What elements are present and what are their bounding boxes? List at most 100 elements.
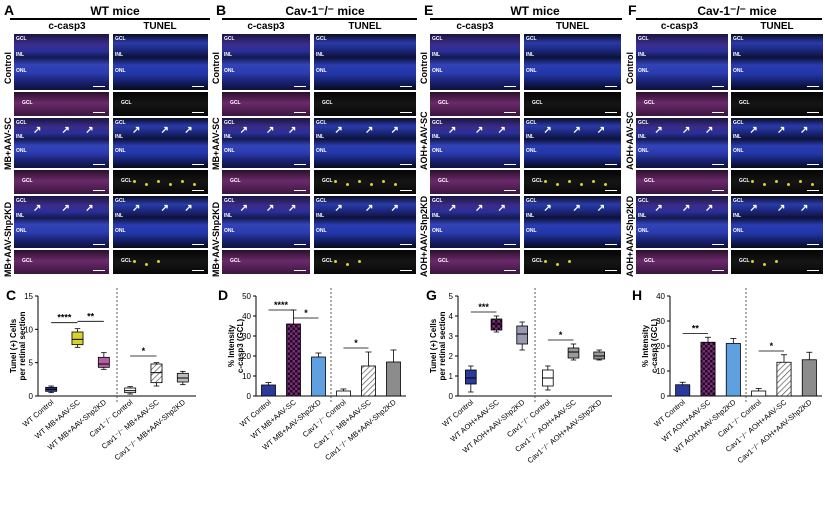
layer-label-inl: INL bbox=[16, 212, 25, 219]
panel-title-f: Cav-1⁻/⁻ mice bbox=[697, 4, 777, 18]
scale-bar bbox=[504, 85, 516, 87]
tunel-positive-dot bbox=[193, 183, 196, 186]
significance-label: **** bbox=[274, 300, 289, 310]
gcl-inset-image: GCL bbox=[314, 92, 416, 116]
tunel-positive-dot bbox=[751, 180, 754, 183]
scale-bar bbox=[807, 269, 819, 271]
box bbox=[516, 325, 528, 345]
scale-bar bbox=[93, 269, 105, 271]
arrow-icon: ↗ bbox=[33, 125, 42, 136]
scale-bar bbox=[93, 111, 105, 113]
y-tick-label: 40 bbox=[656, 292, 665, 301]
tunel-positive-dot bbox=[775, 180, 778, 183]
column-header-tunel: TUNEL bbox=[143, 21, 177, 32]
panel-label-e: E bbox=[424, 2, 434, 18]
retina-section-image: GCL INL ONL ↗ ↗ ↗ bbox=[636, 196, 728, 248]
title-underline bbox=[10, 18, 210, 20]
significance-label: * bbox=[304, 308, 308, 318]
arrow-icon: ↗ bbox=[596, 203, 606, 214]
arrow-icon: ↗ bbox=[654, 203, 663, 214]
layer-label-onl: ONL bbox=[16, 68, 27, 74]
layer-label-onl: ONL bbox=[432, 68, 443, 74]
layer-label-inl: INL bbox=[224, 52, 233, 58]
panel-label-b: B bbox=[216, 2, 227, 18]
layer-label-inl: INL bbox=[115, 212, 124, 219]
layer-label-gcl: GCL bbox=[733, 119, 744, 126]
layer-label-gcl: GCL bbox=[532, 258, 543, 264]
scale-bar bbox=[192, 85, 204, 87]
layer-label-gcl: GCL bbox=[644, 100, 655, 106]
arrow-icon: ↗ bbox=[543, 203, 552, 214]
gcl-inset-image: GCL bbox=[430, 170, 520, 194]
gcl-inset-image: GCL bbox=[731, 92, 823, 116]
title-underline bbox=[430, 18, 622, 20]
layer-label-gcl: GCL bbox=[432, 36, 443, 42]
layer-label-inl: INL bbox=[316, 134, 325, 141]
arrow-icon: ↗ bbox=[61, 203, 70, 214]
scale-bar bbox=[192, 269, 204, 271]
arrow-icon: ↗ bbox=[239, 125, 248, 136]
layer-label-onl: ONL bbox=[638, 68, 649, 74]
arrow-icon: ↗ bbox=[160, 203, 169, 214]
scale-bar bbox=[93, 85, 105, 87]
tunel-positive-dot bbox=[544, 260, 547, 263]
arrow-icon: ↗ bbox=[475, 125, 484, 136]
y-tick-label: 30 bbox=[242, 332, 251, 341]
tunel-positive-dot bbox=[358, 180, 361, 183]
scale-bar bbox=[807, 243, 819, 245]
layer-label-inl: INL bbox=[638, 52, 647, 58]
y-tick-label: 4 bbox=[449, 312, 454, 321]
arrow-icon: ↗ bbox=[448, 203, 457, 214]
arrow-icon: ↗ bbox=[543, 125, 552, 136]
arrow-icon: ↗ bbox=[334, 203, 343, 214]
tunel-positive-dot bbox=[370, 183, 373, 186]
panel-title-e: WT mice bbox=[510, 4, 560, 18]
scale-bar bbox=[504, 269, 516, 271]
layer-label-onl: ONL bbox=[316, 227, 327, 234]
column-header-tunel: TUNEL bbox=[760, 21, 794, 32]
gcl-inset-image: GCL bbox=[113, 170, 208, 194]
layer-label-onl: ONL bbox=[733, 227, 744, 234]
retina-section-image: GCL INL ONL ↗ ↗ ↗ bbox=[14, 118, 109, 168]
y-axis-label: per retinal section bbox=[438, 311, 447, 380]
column-header-tunel: TUNEL bbox=[555, 21, 590, 32]
tunel-positive-dot bbox=[334, 180, 337, 183]
tunel-positive-dot bbox=[763, 263, 766, 266]
retina-section-image: GCL INL ONL ↗ ↗ ↗ bbox=[430, 196, 520, 248]
scale-bar bbox=[605, 163, 617, 165]
retina-section-image: GCL INL ONL ↗ ↗ ↗ bbox=[524, 196, 621, 248]
layer-label-inl: INL bbox=[432, 134, 441, 141]
tunel-positive-dot bbox=[763, 183, 766, 186]
y-tick-label: 1 bbox=[449, 372, 454, 381]
arrow-icon: ↗ bbox=[390, 203, 399, 214]
scale-bar bbox=[807, 189, 819, 191]
tunel-positive-dot bbox=[394, 183, 397, 186]
scale-bar bbox=[400, 163, 412, 165]
gcl-inset-image: GCL bbox=[430, 92, 520, 116]
scale-bar bbox=[712, 85, 724, 87]
arrow-icon: ↗ bbox=[266, 125, 275, 136]
layer-label-inl: INL bbox=[16, 134, 25, 141]
significance-label: * bbox=[142, 346, 146, 356]
y-axis-label: Tunel (+) Cells bbox=[9, 318, 18, 373]
layer-label-gcl: GCL bbox=[224, 36, 235, 42]
gcl-inset-image: GCL bbox=[524, 250, 621, 274]
bar bbox=[261, 384, 276, 397]
retina-section-image: GCL INL ONL bbox=[430, 34, 520, 90]
layer-label-onl: ONL bbox=[16, 148, 27, 155]
y-tick-label: 5 bbox=[449, 292, 454, 301]
scale-bar bbox=[605, 189, 617, 191]
layer-label-onl: ONL bbox=[224, 68, 235, 74]
scale-bar bbox=[807, 111, 819, 113]
retina-section-image: GCL INL ONL ↗ ↗ ↗ bbox=[113, 118, 208, 168]
layer-label-gcl: GCL bbox=[16, 197, 27, 204]
layer-label-gcl: GCL bbox=[638, 36, 649, 42]
gcl-inset-image: GCL bbox=[636, 170, 728, 194]
retina-section-image: GCL INL ONL ↗ ↗ ↗ bbox=[731, 118, 823, 168]
arrow-icon: ↗ bbox=[800, 203, 809, 214]
scale-bar bbox=[400, 269, 412, 271]
arrow-icon: ↗ bbox=[184, 125, 193, 136]
scale-bar bbox=[294, 163, 306, 165]
y-tick-label: 10 bbox=[656, 367, 665, 376]
layer-label-gcl: GCL bbox=[121, 258, 132, 264]
